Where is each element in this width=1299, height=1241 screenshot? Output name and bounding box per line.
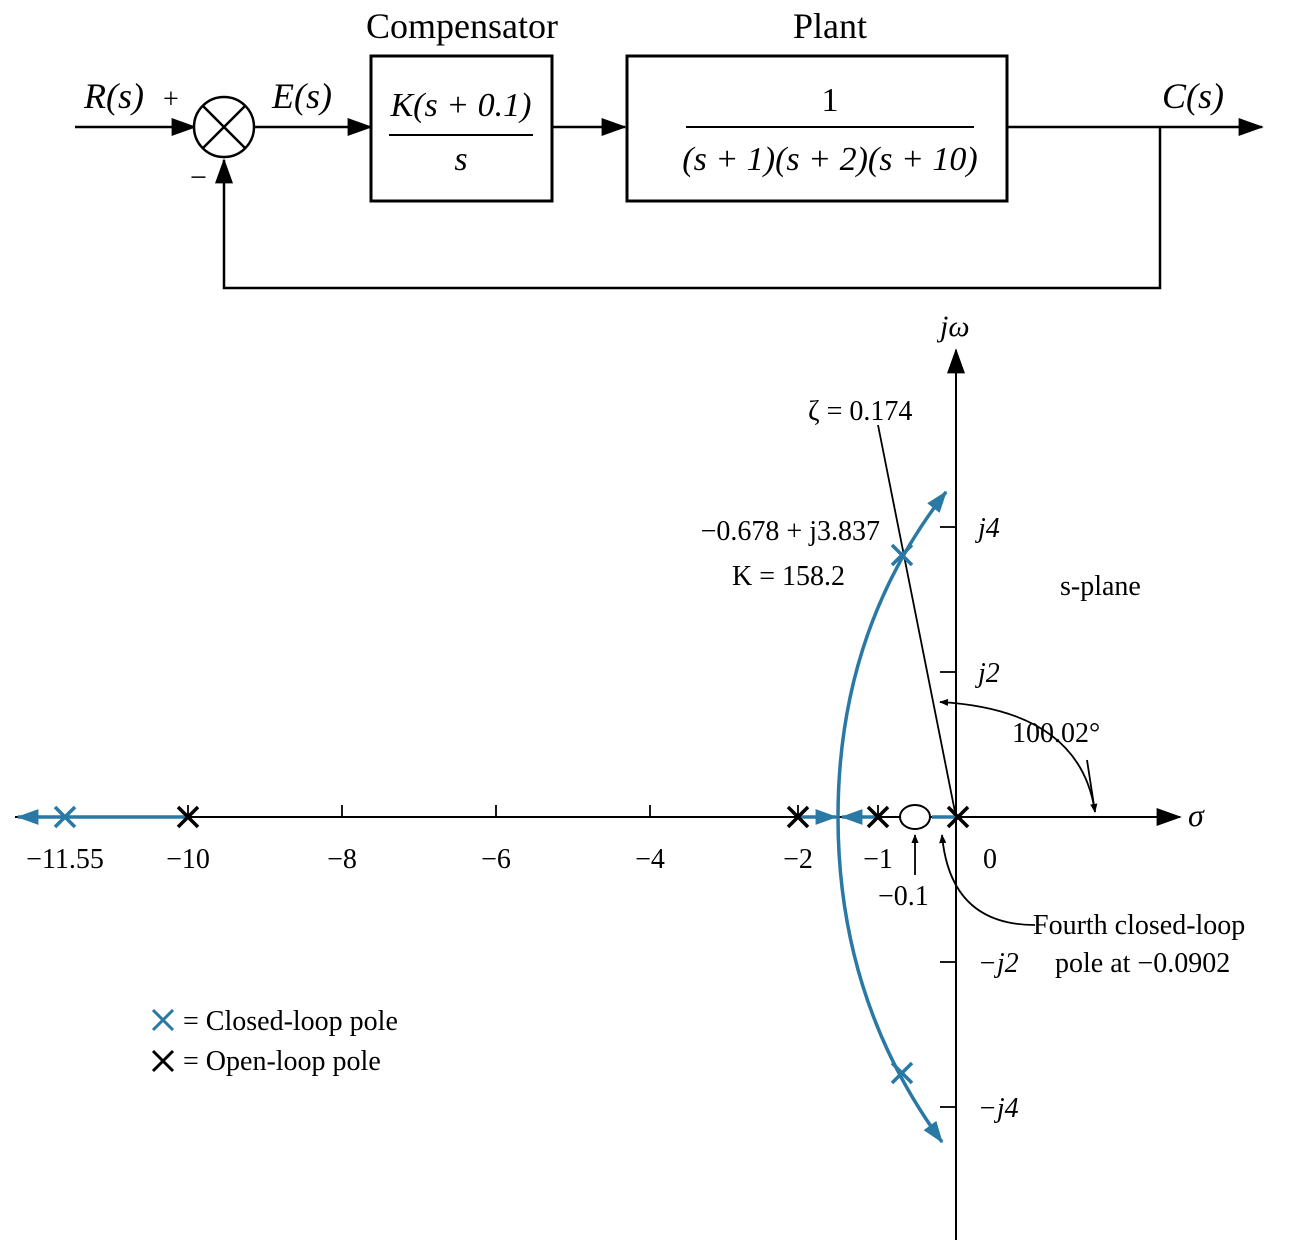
x-tick-label: 0 [983,844,997,875]
closed-loop-pole [890,543,914,567]
y-axis-ticks: j4 j2 −j2 −j4 [940,513,1019,1124]
zeta-label: ζ = 0.174 [808,396,912,427]
fourth-pole-label-line2: pole at −0.0902 [1055,948,1230,979]
compensator-block [369,54,554,203]
legend: = Closed-loop pole = Open-loop pole [151,1006,398,1077]
legend-open-loop-marker [151,1049,175,1073]
y-tick-label: −j2 [978,948,1019,979]
open-loop-pole [946,805,970,829]
plant-numerator: 1 [822,82,839,119]
closed-loop-pole [890,1061,914,1085]
y-tick-label: j2 [975,658,1000,689]
open-loop-pole [176,805,200,829]
angle-arc-tip [1086,759,1098,813]
block-diagram: R(s) + − E(s) Compensator K(s + 0.1) s P… [75,6,1264,290]
zeta-line [877,424,957,818]
summing-junction [192,95,256,159]
zero-marker [899,804,931,830]
plus-sign: + [163,84,179,115]
angle-arc [939,698,1096,813]
x-tick-label: −10 [166,844,210,875]
poles-layer [53,543,970,1085]
plant-title: Plant [793,6,867,46]
locus-branches [16,490,956,1144]
feedback-path [215,127,1162,290]
compensator-title: Compensator [366,6,558,46]
minus-sign: − [190,161,207,194]
y-tick-label: −j4 [978,1093,1019,1124]
compensator-numerator: K(s + 0.1) [390,87,532,124]
input-label: R(s) [83,76,144,116]
closed-loop-pole [53,805,77,829]
plant-block [625,54,1009,203]
x-tick-label: −1 [863,844,893,875]
x-tick-label: −6 [481,844,511,875]
x-extra-label: −11.55 [26,844,104,875]
x-axis-ticks: −10 −8 −6 −4 −2 −1 0−11.55 [26,805,997,875]
legend-closed-loop-marker [151,1008,175,1032]
imag-axis-label: jω [936,310,970,343]
plant-denominator: (s + 1)(s + 2)(s + 10) [682,141,977,178]
legend-closed-loop-label: = Closed-loop pole [183,1006,398,1037]
x-tick-label: −4 [635,844,665,875]
zero-label: −0.1 [878,881,929,912]
error-label: E(s) [271,76,332,116]
y-tick-label: j4 [975,513,1000,544]
x-tick-label: −8 [327,844,357,875]
locus-branch-lower [836,816,944,1144]
s-plane-label: s-plane [1060,571,1141,602]
open-loop-pole [866,805,890,829]
locus-branch-upper [836,490,948,818]
x-tick-label: −2 [783,844,813,875]
open-loop-pole [786,805,810,829]
dominant-pole-label: −0.678 + j3.837 [701,516,880,547]
fourth-pole-label-line1: Fourth closed-loop [1033,910,1245,941]
legend-open-loop-label: = Open-loop pole [183,1046,381,1077]
gain-label: K = 158.2 [732,561,845,592]
compensator-denominator: s [454,141,467,178]
root-locus-plot: jω σ s-plane −10 −8 −6 −4 −2 −1 0−11.55 j4j2−j… [15,310,1245,1240]
real-axis-label: σ [1188,797,1205,833]
output-label: C(s) [1162,76,1224,116]
angle-label: 100.02° [1012,718,1100,749]
fourth-pole-pointer [939,834,1036,926]
